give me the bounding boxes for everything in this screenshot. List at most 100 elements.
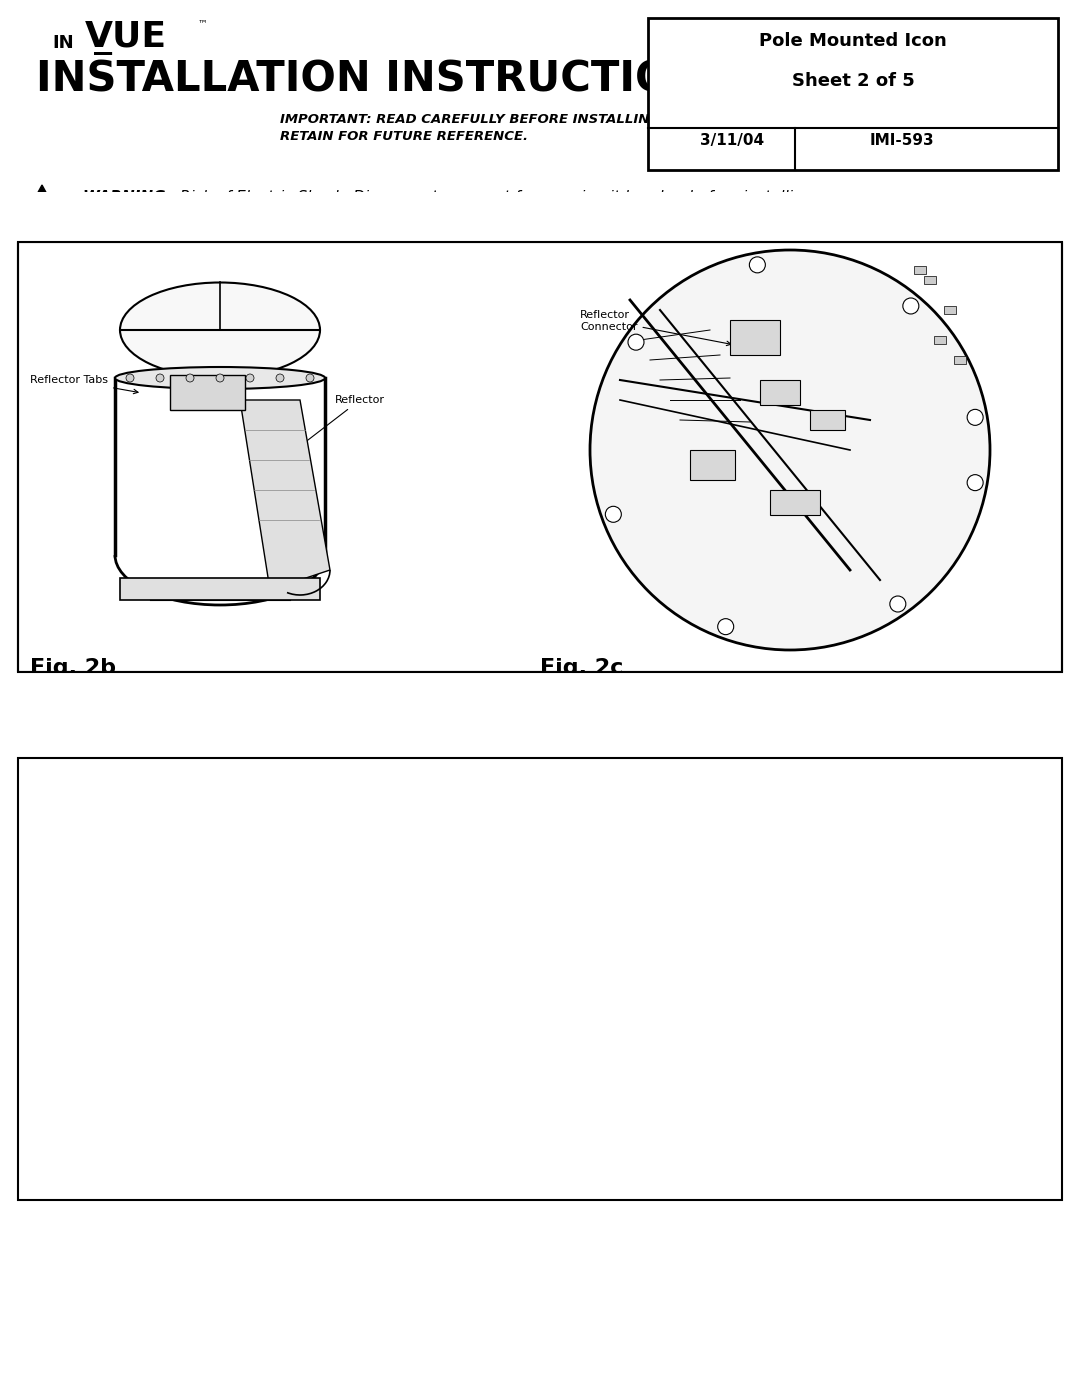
Circle shape: [967, 852, 973, 858]
Circle shape: [126, 374, 134, 381]
Bar: [660, 921, 920, 1099]
Text: 3.: 3.: [28, 690, 44, 705]
Circle shape: [635, 849, 650, 865]
Text: bracket.: bracket.: [52, 740, 106, 753]
Text: Power Supply
Tray: Power Supply Tray: [303, 900, 410, 930]
Circle shape: [930, 1055, 945, 1071]
Bar: [735, 800, 845, 840]
Bar: [914, 265, 926, 274]
Text: Reflector
Connector: Reflector Connector: [580, 310, 731, 345]
Text: Fig. 2c: Fig. 2c: [540, 658, 623, 678]
Ellipse shape: [114, 367, 325, 388]
Text: Optic Connector: Optic Connector: [836, 855, 971, 891]
Circle shape: [595, 766, 985, 1155]
Bar: [18, 1210, 1062, 1292]
Text: IN: IN: [52, 34, 73, 52]
Bar: [18, 242, 1062, 672]
Bar: [0, 191, 1080, 242]
Bar: [770, 490, 820, 515]
Circle shape: [132, 785, 144, 796]
Text: IMPORTANT: READ CAREFULLY BEFORE INSTALLING FIXTURE.: IMPORTANT: READ CAREFULLY BEFORE INSTALL…: [280, 113, 733, 126]
Text: V̲UE: V̲UE: [85, 21, 167, 54]
Text: IMI-593: IMI-593: [870, 133, 934, 148]
Bar: [680, 950, 705, 970]
Circle shape: [297, 923, 309, 935]
Text: CONNECTOR and the OPTIC CONNECTOR from HOUSING. See Figure 3b. The POWER SUPPLY : CONNECTOR and the OPTIC CONNECTOR from H…: [52, 724, 868, 738]
Text: Lighting: Lighting: [140, 1315, 218, 1333]
Bar: [110, 862, 130, 880]
Text: 3/11/04: 3/11/04: [700, 133, 765, 148]
Bar: [870, 960, 895, 981]
Ellipse shape: [120, 282, 320, 377]
Circle shape: [590, 250, 990, 650]
Bar: [730, 320, 780, 355]
Bar: [758, 828, 766, 838]
Bar: [828, 828, 836, 838]
Circle shape: [751, 775, 767, 791]
Circle shape: [962, 807, 968, 813]
Bar: [745, 873, 835, 905]
Circle shape: [160, 1090, 180, 1111]
Text: IMI-593: IMI-593: [860, 1330, 904, 1343]
Circle shape: [379, 854, 391, 866]
Bar: [954, 356, 966, 365]
Polygon shape: [24, 1317, 46, 1370]
Circle shape: [246, 374, 254, 381]
Text: ™: ™: [198, 18, 207, 28]
Circle shape: [678, 1099, 694, 1115]
Text: Thumb Screws: Thumb Screws: [30, 1102, 166, 1155]
Polygon shape: [240, 400, 330, 590]
Text: RETAIN FOR FUTURE REFERENCE.: RETAIN FOR FUTURE REFERENCE.: [280, 130, 528, 142]
Text: Customer First Center  •  1121 Hwy 74 South  •  Peachtree City, GA  30269: Customer First Center • 1121 Hwy 74 Sout…: [292, 1330, 788, 1343]
Circle shape: [276, 374, 284, 381]
Text: Unscrew the two THUMB SCREWS and swing the POWER SUPPLY TRAY down as shown in Fi: Unscrew the two THUMB SCREWS and swing t…: [52, 708, 868, 721]
Bar: [690, 450, 735, 481]
Circle shape: [813, 1129, 829, 1146]
Bar: [18, 759, 1062, 1200]
Polygon shape: [140, 810, 305, 1010]
Text: Risk of Electric Shock. Disconnect power at fuse or circuit breaker before insta: Risk of Electric Shock. Disconnect power…: [175, 190, 812, 205]
Bar: [860, 1010, 890, 1025]
Circle shape: [186, 374, 194, 381]
Bar: [786, 828, 794, 838]
Bar: [744, 828, 752, 838]
Circle shape: [49, 854, 60, 866]
Bar: [648, 18, 1058, 170]
Bar: [814, 828, 822, 838]
Bar: [170, 374, 245, 409]
Bar: [944, 306, 956, 314]
Text: Sheet 2 of 5: Sheet 2 of 5: [792, 73, 915, 89]
Circle shape: [216, 374, 224, 381]
Bar: [690, 990, 720, 1004]
Polygon shape: [16, 184, 68, 233]
Bar: [120, 578, 320, 599]
Text: WARNING:: WARNING:: [82, 190, 172, 205]
Ellipse shape: [40, 760, 400, 960]
Circle shape: [968, 409, 983, 425]
Circle shape: [605, 983, 621, 999]
Text: Reflector Tabs: Reflector Tabs: [30, 374, 138, 394]
Text: Fig. 2b: Fig. 2b: [30, 658, 116, 678]
Circle shape: [718, 619, 733, 634]
Bar: [80, 893, 100, 909]
Circle shape: [627, 334, 644, 351]
Circle shape: [750, 257, 766, 272]
Bar: [18, 759, 1062, 1200]
Bar: [0, 1200, 1080, 1397]
Circle shape: [968, 475, 983, 490]
Circle shape: [605, 506, 621, 522]
Circle shape: [260, 1098, 280, 1118]
Text: Pole Mounted Icon: Pole Mounted Icon: [759, 32, 947, 50]
Bar: [310, 842, 330, 861]
Bar: [18, 242, 1062, 672]
Text: Fig. 3b: Fig. 3b: [540, 1187, 626, 1208]
Circle shape: [886, 805, 901, 820]
Bar: [90, 833, 110, 849]
Bar: [772, 828, 780, 838]
Bar: [810, 409, 845, 430]
Text: Power Supply Tray Removal -: Power Supply Tray Removal -: [42, 690, 264, 705]
Circle shape: [957, 827, 963, 833]
Circle shape: [959, 921, 975, 937]
Circle shape: [947, 787, 953, 793]
Text: Fig. 3a: Fig. 3a: [30, 1187, 116, 1208]
